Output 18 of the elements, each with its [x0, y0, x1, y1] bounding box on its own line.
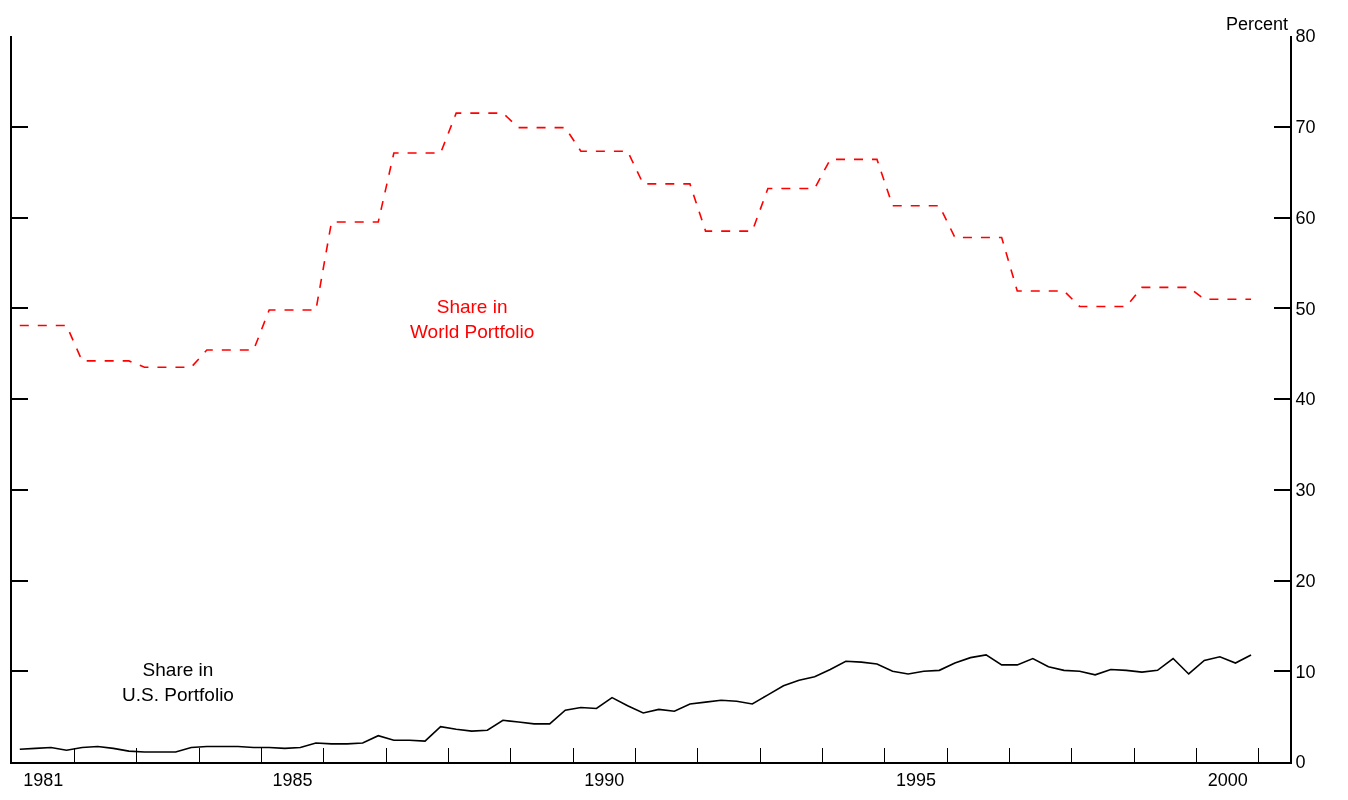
y-tick-label: 0: [1295, 752, 1306, 773]
y-tick-label: 60: [1295, 207, 1316, 228]
y-tick-label: 40: [1295, 389, 1316, 410]
y-tick-label: 20: [1295, 570, 1316, 591]
x-tick-label: 1981: [23, 769, 64, 790]
text: Share in World Portfolio: [410, 296, 535, 342]
y-tick-label: 80: [1295, 26, 1316, 47]
y-tick-label: 10: [1295, 661, 1316, 682]
line-series: [18, 112, 1252, 369]
x-tick-label: 1985: [272, 769, 313, 790]
y-axis-title: Percent: [1226, 14, 1289, 34]
x-tick-label: 1995: [895, 769, 936, 790]
x-tick-label: 1990: [584, 769, 625, 790]
y-tick-label: 30: [1295, 480, 1316, 501]
text: Share in U.S. Portfolio: [122, 659, 234, 705]
y-tick-label: 70: [1295, 117, 1316, 138]
x-tick-label: 2000: [1207, 769, 1248, 790]
y-tick-label: 50: [1295, 298, 1316, 319]
